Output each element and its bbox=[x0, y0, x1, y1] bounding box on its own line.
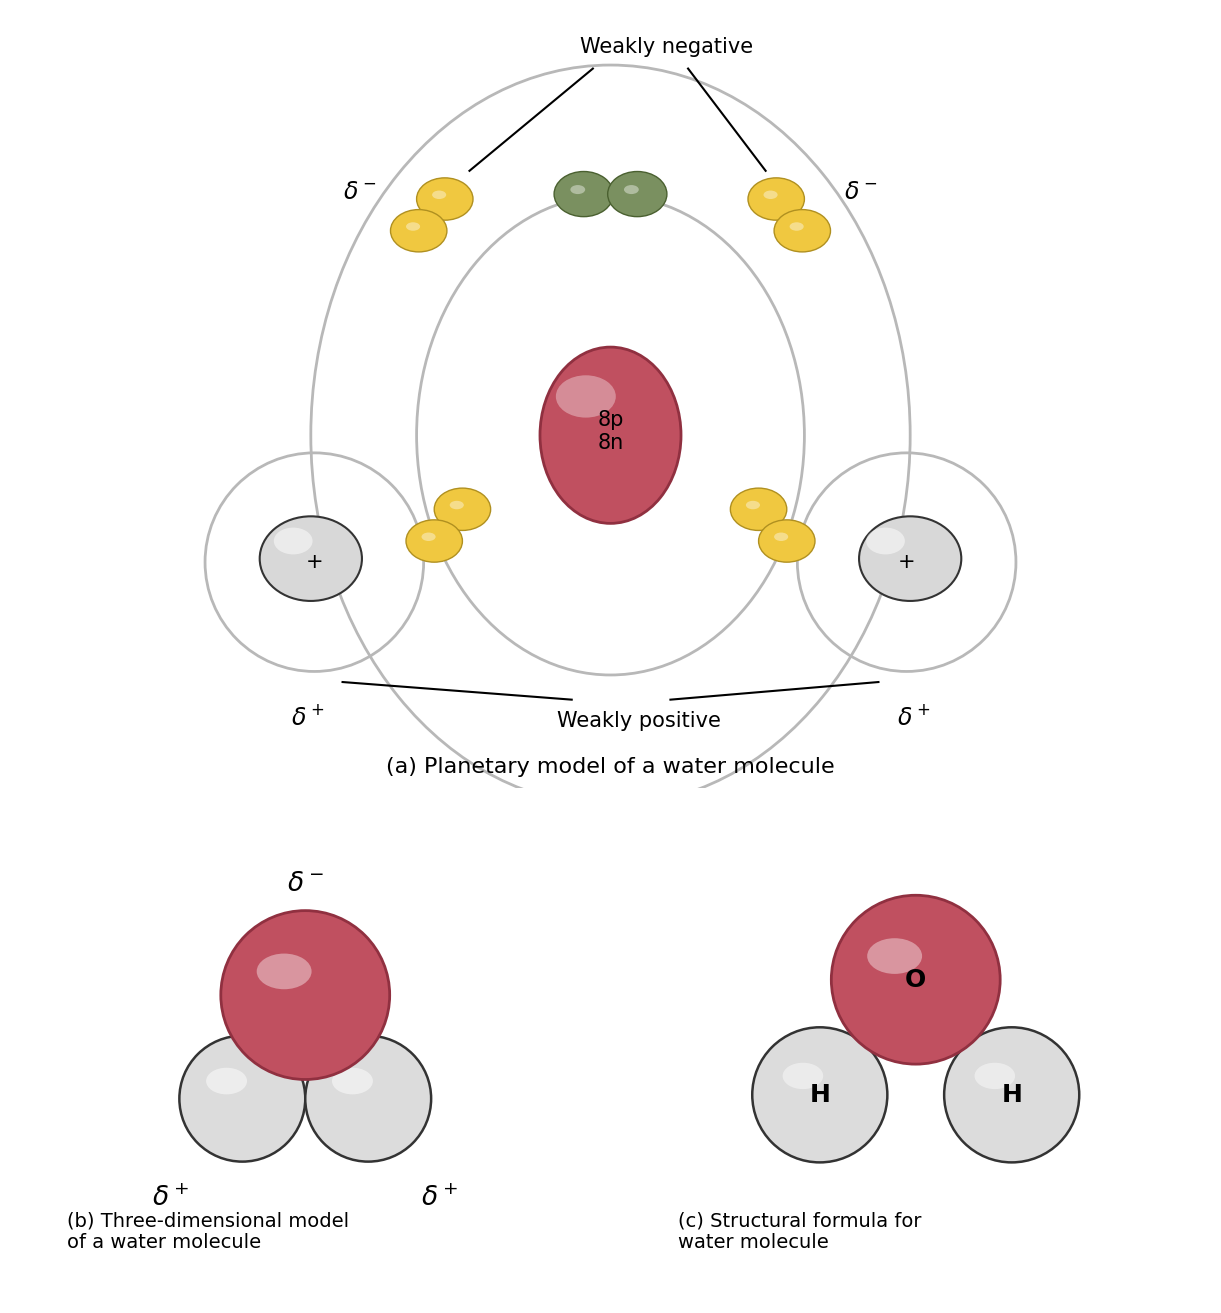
Circle shape bbox=[179, 1036, 305, 1162]
Text: +: + bbox=[897, 553, 916, 572]
Ellipse shape bbox=[432, 190, 446, 200]
Text: +: + bbox=[305, 553, 324, 572]
Ellipse shape bbox=[763, 190, 778, 200]
Text: $\boldsymbol{\delta^+}$: $\boldsymbol{\delta^+}$ bbox=[421, 1186, 458, 1212]
Ellipse shape bbox=[407, 520, 463, 562]
Text: $\boldsymbol{\delta^-}$: $\boldsymbol{\delta^-}$ bbox=[343, 180, 377, 204]
Circle shape bbox=[752, 1027, 888, 1162]
Ellipse shape bbox=[608, 172, 667, 217]
Ellipse shape bbox=[260, 516, 361, 601]
Text: $\boldsymbol{\delta^+}$: $\boldsymbol{\delta^+}$ bbox=[897, 705, 930, 730]
Text: (a) Planetary model of a water molecule: (a) Planetary model of a water molecule bbox=[386, 758, 835, 777]
Text: O: O bbox=[905, 968, 927, 991]
Ellipse shape bbox=[974, 1062, 1015, 1088]
Circle shape bbox=[221, 911, 389, 1079]
Text: 8p
8n: 8p 8n bbox=[597, 410, 624, 453]
Ellipse shape bbox=[746, 500, 759, 509]
Circle shape bbox=[832, 895, 1000, 1064]
Ellipse shape bbox=[435, 488, 491, 530]
Ellipse shape bbox=[730, 488, 786, 530]
Ellipse shape bbox=[570, 185, 585, 194]
Text: H: H bbox=[810, 1083, 830, 1107]
Ellipse shape bbox=[274, 528, 313, 554]
Text: Weakly negative: Weakly negative bbox=[580, 37, 753, 58]
Ellipse shape bbox=[256, 953, 311, 989]
Text: (c) Structural formula for
water molecule: (c) Structural formula for water molecul… bbox=[678, 1211, 922, 1253]
Ellipse shape bbox=[860, 516, 961, 601]
Ellipse shape bbox=[758, 520, 814, 562]
Ellipse shape bbox=[867, 939, 922, 974]
Ellipse shape bbox=[748, 177, 805, 221]
Ellipse shape bbox=[774, 210, 830, 252]
Text: (b) Three-dimensional model
of a water molecule: (b) Three-dimensional model of a water m… bbox=[67, 1211, 349, 1253]
Ellipse shape bbox=[206, 1067, 247, 1094]
Text: $\boldsymbol{\delta^-}$: $\boldsymbol{\delta^-}$ bbox=[287, 871, 324, 897]
Text: Weakly positive: Weakly positive bbox=[557, 710, 720, 731]
Text: $\boldsymbol{\delta^+}$: $\boldsymbol{\delta^+}$ bbox=[153, 1186, 189, 1212]
Ellipse shape bbox=[449, 500, 464, 509]
Ellipse shape bbox=[421, 533, 436, 541]
Ellipse shape bbox=[416, 177, 473, 221]
Text: $\boldsymbol{\delta^-}$: $\boldsymbol{\delta^-}$ bbox=[844, 180, 878, 204]
Circle shape bbox=[305, 1036, 431, 1162]
Ellipse shape bbox=[540, 347, 681, 524]
Ellipse shape bbox=[556, 376, 615, 418]
Ellipse shape bbox=[783, 1062, 823, 1088]
Ellipse shape bbox=[391, 210, 447, 252]
Ellipse shape bbox=[332, 1067, 372, 1094]
Text: $\boldsymbol{\delta^+}$: $\boldsymbol{\delta^+}$ bbox=[291, 705, 324, 730]
Ellipse shape bbox=[624, 185, 639, 194]
Ellipse shape bbox=[774, 533, 789, 541]
Text: H: H bbox=[1001, 1083, 1022, 1107]
Ellipse shape bbox=[866, 528, 905, 554]
Circle shape bbox=[944, 1027, 1079, 1162]
Ellipse shape bbox=[407, 222, 420, 231]
Ellipse shape bbox=[554, 172, 613, 217]
Ellipse shape bbox=[790, 222, 803, 231]
